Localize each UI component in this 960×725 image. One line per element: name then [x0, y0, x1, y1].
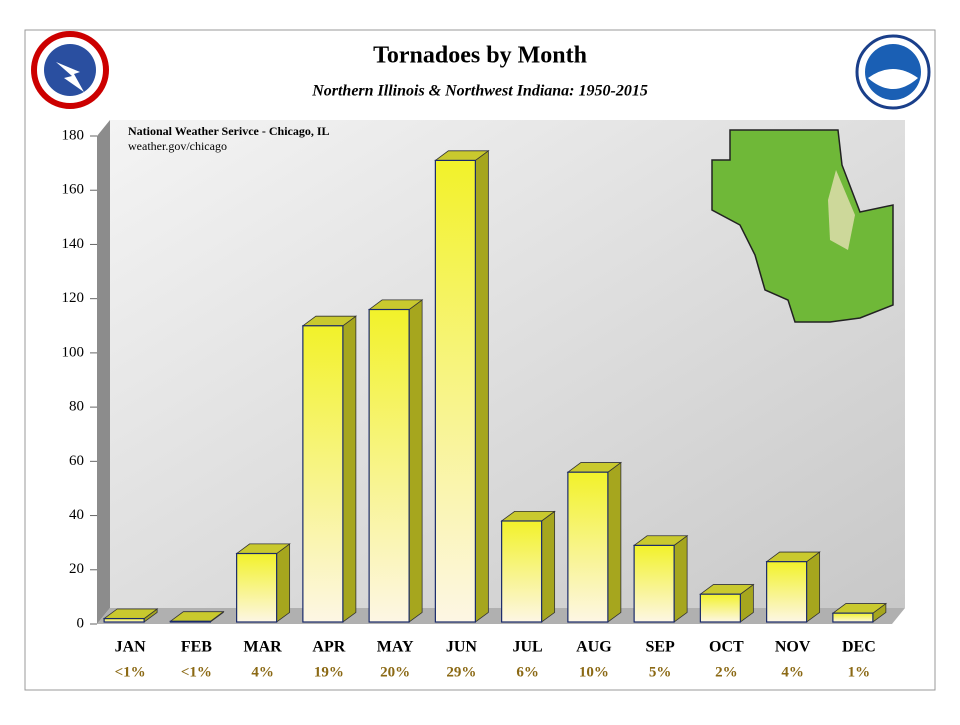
percent-label: 1% [848, 664, 871, 680]
bar-side [673, 534, 688, 623]
x-tick-label: FEB [181, 639, 212, 656]
x-tick-label: MAY [377, 639, 414, 656]
y-tick-label: 160 [62, 182, 85, 198]
side-wall [97, 120, 110, 624]
bar-side [607, 461, 622, 623]
bar [302, 325, 344, 623]
nws-logo [31, 31, 109, 109]
y-tick-label: 20 [69, 561, 84, 577]
y-tick-label: 0 [77, 615, 85, 631]
x-tick-label: JUL [513, 639, 543, 656]
y-tick-label: 120 [62, 290, 85, 306]
bar [103, 617, 145, 623]
noaa-logo [855, 34, 931, 110]
percent-label: 19% [314, 664, 344, 680]
y-tick-label: 140 [62, 236, 85, 252]
percent-label: 5% [649, 664, 672, 680]
percent-label: <1% [181, 664, 212, 680]
y-tick-label: 80 [69, 399, 84, 415]
bar-side [541, 510, 556, 623]
y-tick-label: 60 [69, 453, 84, 469]
x-tick-label: JUN [446, 639, 478, 656]
percent-label: 4% [781, 664, 804, 680]
bar [832, 612, 874, 623]
bar [501, 520, 543, 623]
x-tick-label: SEP [645, 639, 675, 656]
bar [368, 308, 410, 623]
x-tick-label: OCT [709, 639, 744, 656]
bar-side [276, 543, 291, 623]
x-tick-label: DEC [842, 639, 876, 656]
percent-label: 29% [446, 664, 476, 680]
annotation: National Weather Serivce - Chicago, IL [128, 124, 330, 138]
region-map [711, 129, 894, 323]
x-tick-label: JAN [115, 639, 147, 656]
bar-side [474, 150, 489, 623]
bar [766, 561, 808, 623]
annotation: weather.gov/chicago [128, 139, 227, 153]
x-tick-label: APR [312, 639, 345, 656]
x-tick-label: MAR [244, 639, 283, 656]
percent-label: 2% [715, 664, 738, 680]
bar [434, 159, 476, 623]
bar-side [408, 299, 423, 623]
percent-label: 6% [516, 664, 539, 680]
percent-label: <1% [115, 664, 146, 680]
x-tick-label: NOV [775, 639, 811, 656]
bar [699, 593, 741, 623]
y-tick-label: 100 [62, 344, 85, 360]
percent-label: 4% [251, 664, 274, 680]
chart-title: Tornadoes by Month [373, 43, 587, 69]
y-tick-label: 40 [69, 507, 84, 523]
bar-side [342, 315, 357, 623]
chart-subtitle: Northern Illinois & Northwest Indiana: 1… [311, 83, 648, 100]
bar [169, 620, 211, 623]
x-tick-label: AUG [576, 639, 612, 656]
percent-label: 10% [579, 664, 609, 680]
bar-side [806, 551, 821, 623]
y-tick-label: 180 [62, 127, 85, 143]
bar [633, 544, 675, 623]
percent-label: 20% [380, 664, 410, 680]
bar [236, 552, 278, 623]
bar [567, 471, 609, 623]
